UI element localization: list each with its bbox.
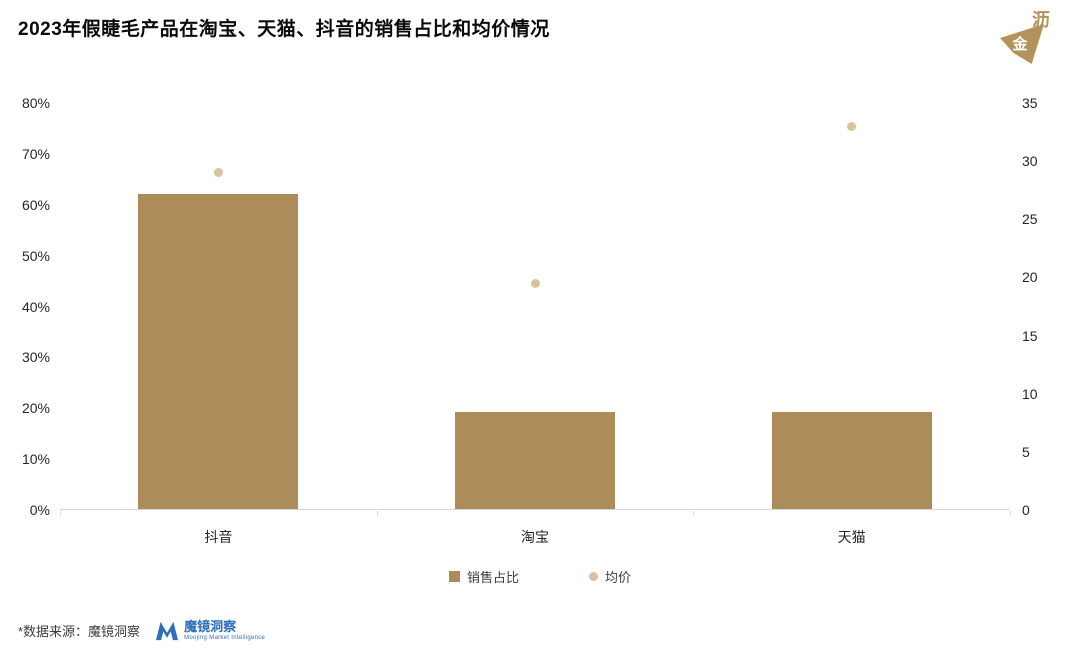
scatter-legend-swatch (589, 572, 598, 581)
moojing-brand-tagline: Moojing Market Intelligence (184, 634, 266, 641)
category-label: 淘宝 (520, 529, 549, 545)
sales-share-bar (771, 412, 932, 509)
avg-price-point (213, 168, 223, 178)
lijin-logo: 沥 金 (998, 6, 1054, 68)
lijin-logo-text-bottom: 金 (1012, 35, 1028, 53)
x-axis-tick (376, 511, 378, 515)
right-axis-tick-label: 30 (1022, 153, 1038, 170)
x-axis-tick (693, 511, 695, 515)
left-axis-tick-label: 70% (21, 145, 50, 162)
moojing-brand-name: 魔镜洞察 (184, 619, 237, 634)
category-label: 天猫 (837, 529, 866, 545)
left-axis-tick-label: 0% (29, 502, 50, 518)
category-label: 抖音 (204, 529, 233, 545)
x-axis-tick (1010, 511, 1011, 515)
plot-area (60, 103, 1010, 510)
moojing-brand: 魔镜洞察 Moojing Market Intelligence (156, 619, 266, 642)
moojing-brand-text: 魔镜洞察 Moojing Market Intelligence (184, 619, 266, 642)
avg-price-point (530, 278, 540, 288)
left-axis-tick-label: 20% (21, 400, 50, 417)
left-axis-tick-label: 40% (21, 298, 50, 315)
x-axis-tick (60, 511, 61, 515)
left-axis-tick-label: 10% (21, 451, 50, 468)
right-axis-tick-label: 15 (1022, 327, 1038, 344)
lijin-logo-text-top: 沥 (1032, 10, 1050, 30)
left-axis-tick-label: 60% (21, 196, 50, 213)
sales-share-bar (138, 193, 299, 509)
left-axis-tick-label: 80% (21, 95, 50, 111)
left-axis-tick-label: 30% (21, 349, 50, 366)
avg-price-point (847, 121, 857, 131)
right-axis-tick-label: 5 (1022, 443, 1030, 460)
chart-title: 2023年假睫毛产品在淘宝、天猫、抖音的销售占比和均价情况 (18, 19, 550, 40)
left-axis-tick-label: 50% (21, 247, 50, 264)
legend-label-avg-price: 均价 (605, 570, 632, 585)
right-axis-tick-label: 20 (1022, 269, 1038, 286)
legend: 销售占比 均价 (0, 567, 1080, 586)
legend-item-avg-price: 均价 (589, 567, 631, 586)
right-axis-tick-label: 0 (1022, 502, 1030, 518)
data-source-note: *数据来源：魔镜洞察 (18, 624, 141, 640)
right-axis-tick-label: 10 (1022, 385, 1038, 402)
moojing-m-icon (156, 621, 179, 641)
legend-item-sales-share: 销售占比 (448, 567, 519, 586)
right-axis-tick-label: 35 (1022, 95, 1038, 111)
footer: *数据来源：魔镜洞察 魔镜洞察 Moojing Market Intellige… (18, 619, 266, 642)
bar-legend-swatch (448, 571, 460, 582)
right-axis-tick-label: 25 (1022, 211, 1038, 228)
sales-share-bar (455, 412, 615, 509)
legend-label-sales-share: 销售占比 (466, 570, 519, 585)
